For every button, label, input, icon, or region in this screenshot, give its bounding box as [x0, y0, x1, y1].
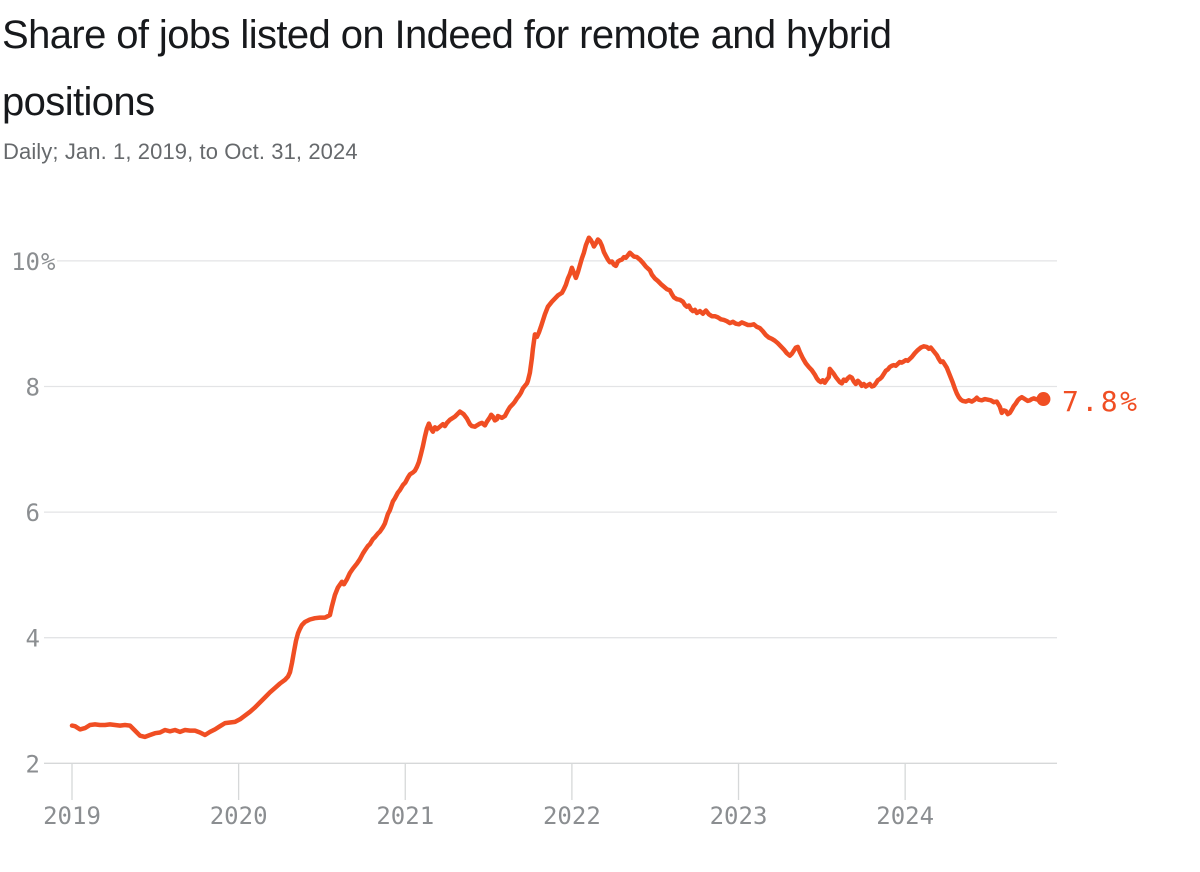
x-axis-label: 2022: [543, 802, 601, 830]
chart-subtitle: Daily; Jan. 1, 2019, to Oct. 31, 2024: [3, 139, 358, 164]
series-line: [69, 235, 1046, 740]
end-value-label: 7.8%: [1062, 385, 1140, 418]
end-point-dot: [1036, 392, 1051, 407]
chart-title-line1: Share of jobs listed on Indeed for remot…: [2, 13, 892, 57]
y-axis-label: 2: [26, 750, 40, 778]
x-axis-label: 2021: [376, 802, 434, 830]
x-axis-label: 2020: [210, 802, 268, 830]
y-axis-label: 10: [11, 248, 40, 276]
x-axis-label: 2024: [876, 802, 934, 830]
x-axis-label: 2019: [43, 802, 101, 830]
y-axis-label: 4: [26, 625, 40, 653]
y-axis-label: 6: [26, 499, 40, 527]
x-axis-label: 2023: [710, 802, 768, 830]
y-axis-unit-label: %: [41, 248, 56, 276]
y-axis-label: 8: [26, 374, 40, 402]
chart-title: Share of jobs listed on Indeed for remot…: [2, 2, 892, 136]
chart-title-line2: positions: [2, 80, 155, 124]
